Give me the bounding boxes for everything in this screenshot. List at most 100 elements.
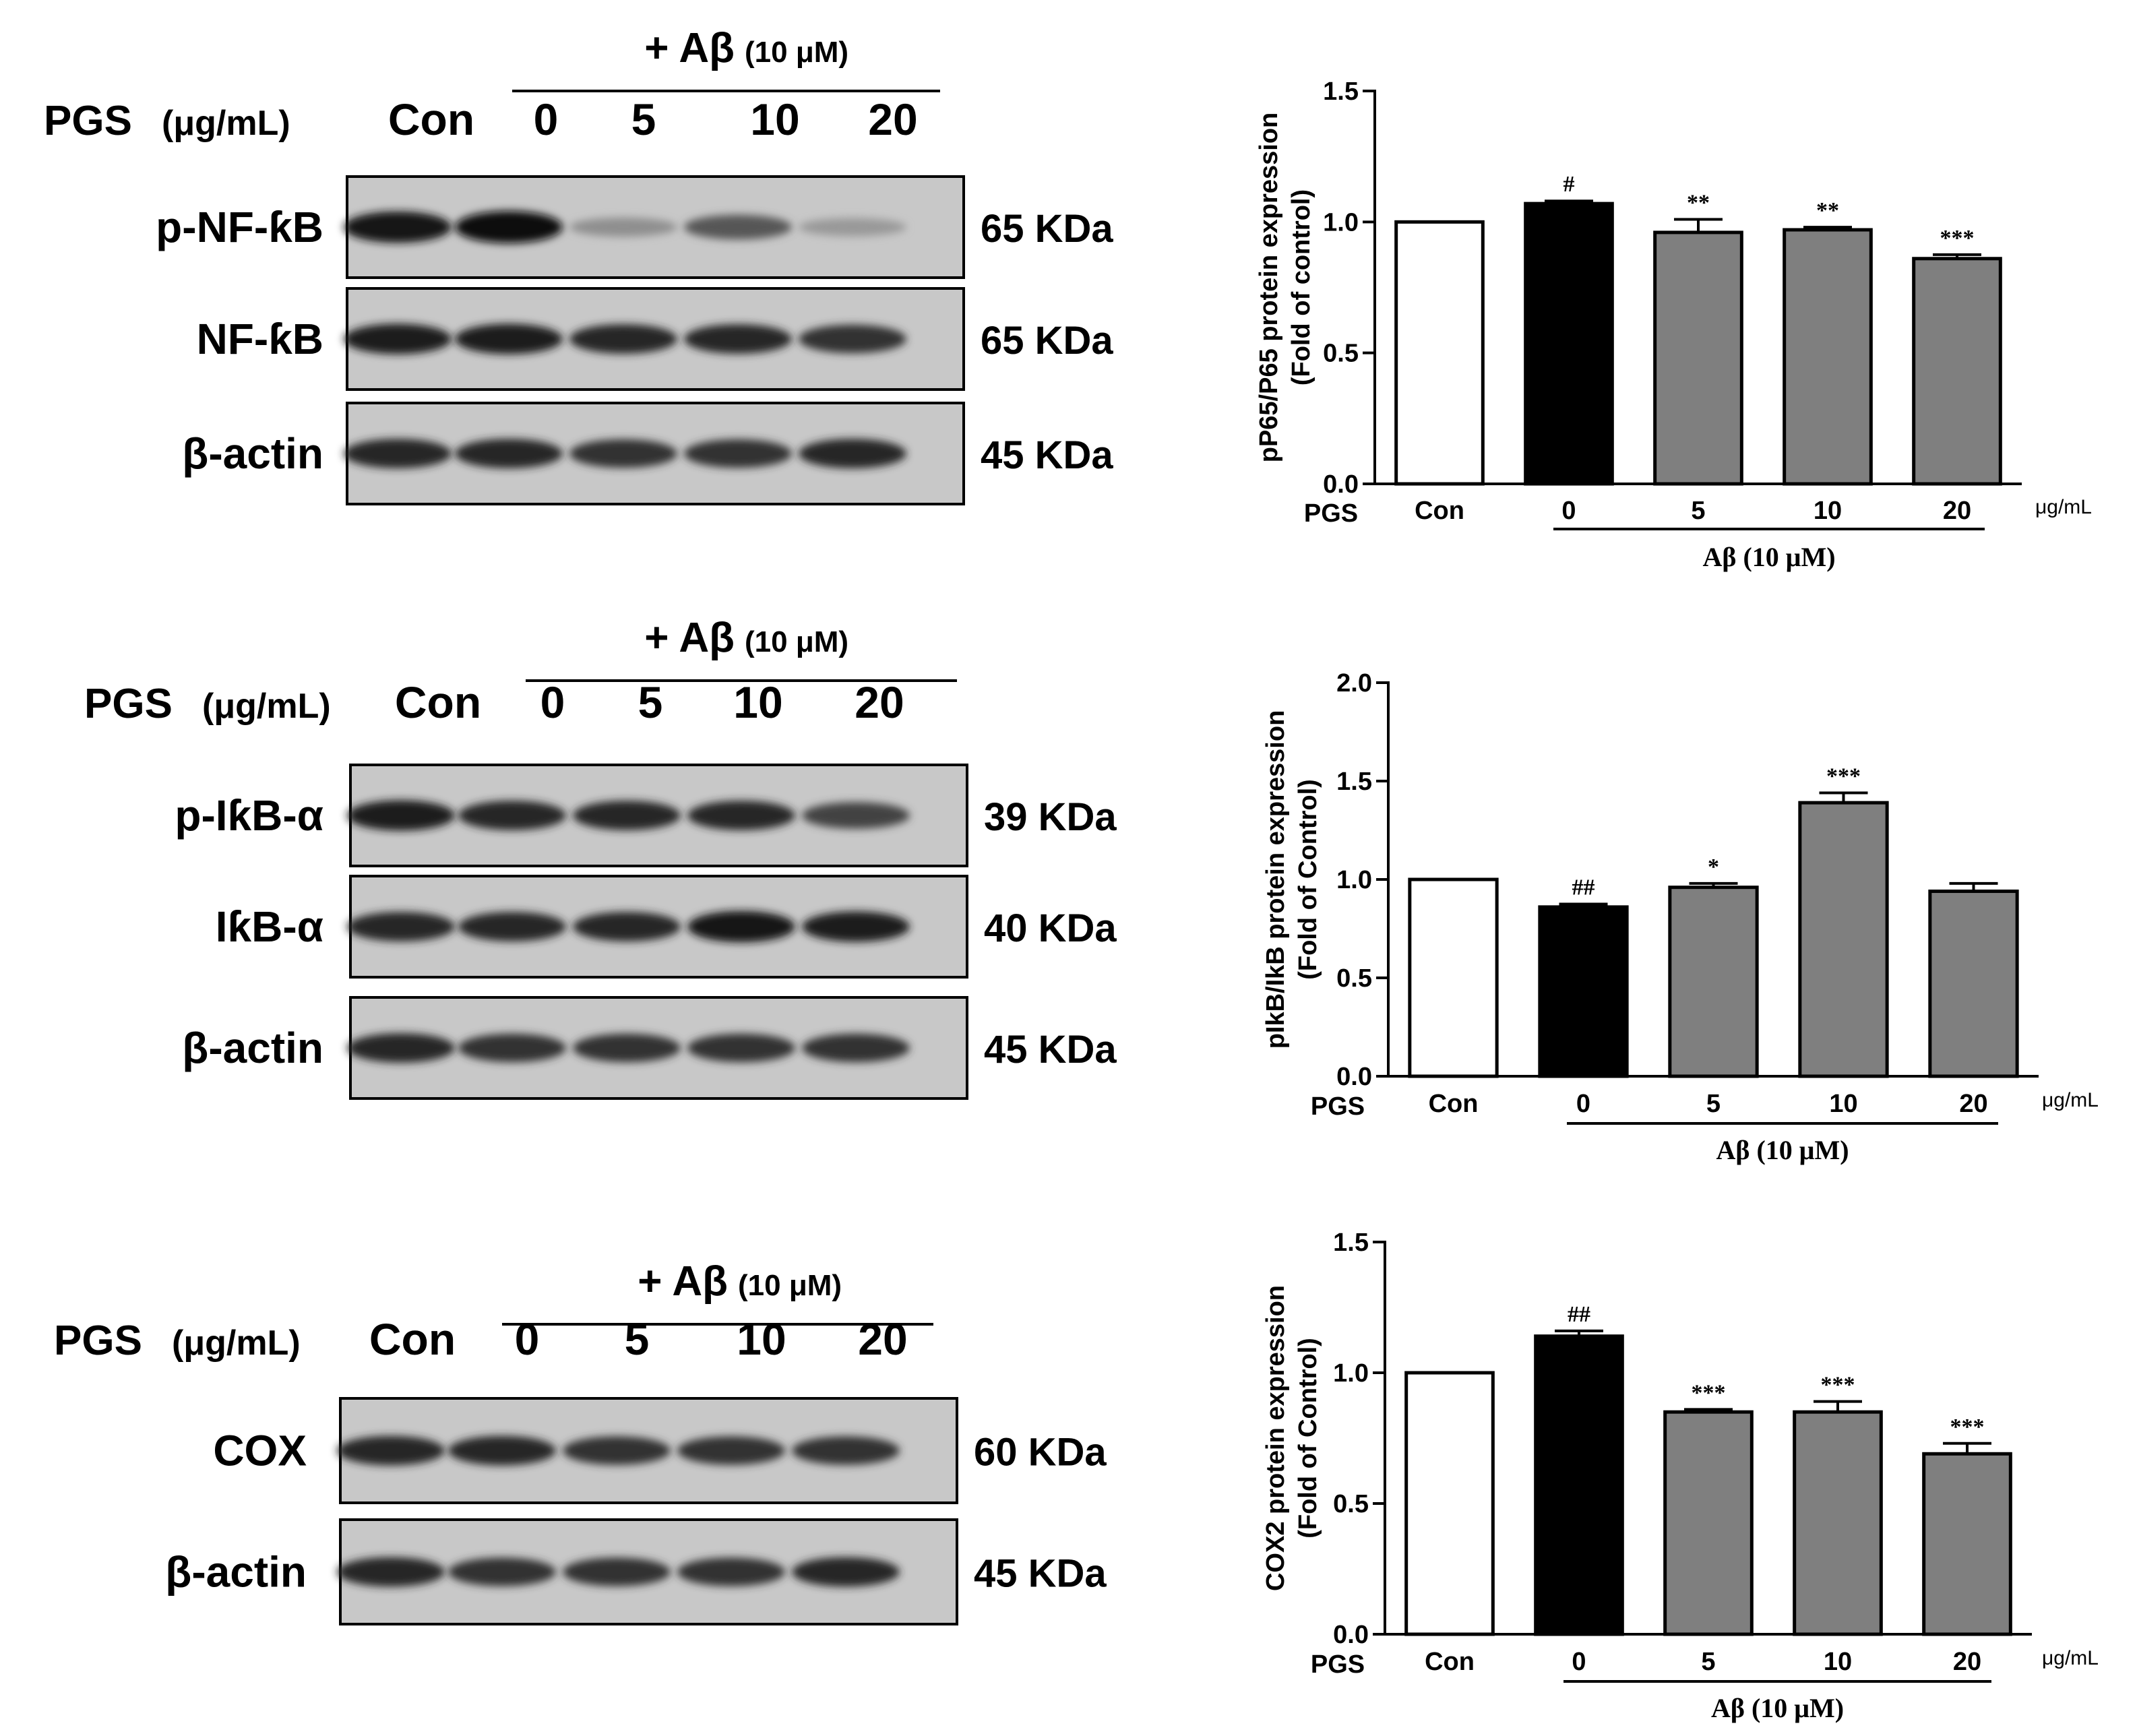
molecular-weight-label: 45 KDa	[981, 433, 1113, 477]
lane-label: 0	[540, 677, 565, 727]
protein-band	[802, 911, 910, 942]
protein-band	[347, 800, 455, 831]
protein-band	[684, 214, 792, 240]
protein-band	[455, 211, 563, 243]
protein-band	[337, 1557, 445, 1587]
bar	[1928, 890, 2019, 1078]
lane-label: 20	[868, 94, 917, 144]
protein-name-label: β-actin	[182, 429, 323, 478]
protein-band	[569, 324, 677, 354]
protein-name-label: p-NF-ƙB	[156, 203, 323, 251]
protein-band	[563, 1436, 671, 1465]
x-tick-label: 5	[1701, 1648, 1715, 1676]
lane-label: 0	[534, 94, 559, 144]
group-label: Aβ (10 μM)	[1716, 1135, 1849, 1165]
lane-label: 0	[515, 1314, 540, 1364]
pgs-unit-label: (μg/mL)	[202, 687, 331, 726]
x-tick-label: 0	[1561, 497, 1576, 525]
significance-marker: ##	[1572, 875, 1595, 900]
significance-marker: ***	[1692, 1380, 1726, 1405]
protein-band	[448, 1557, 556, 1586]
unit-label: μg/mL	[2035, 496, 2092, 518]
bar	[1404, 1371, 1495, 1636]
x-tick-label: 10	[1824, 1648, 1852, 1676]
protein-name-label: β-actin	[165, 1548, 307, 1596]
significance-marker: ***	[1826, 764, 1861, 789]
ab-treatment-label: + Aβ	[644, 25, 735, 71]
molecular-weight-label: 65 KDa	[981, 319, 1113, 363]
group-label: Aβ (10 μM)	[1702, 542, 1835, 572]
bar	[1668, 886, 1759, 1078]
x-row-label: PGS	[1304, 499, 1358, 528]
molecular-weight-label: 45 KDa	[974, 1552, 1107, 1596]
ab-treatment-label: + Aβ	[644, 615, 735, 661]
x-tick-label: 0	[1576, 1090, 1590, 1118]
ab-concentration-label: (10 μM)	[745, 36, 848, 69]
protein-band	[573, 801, 681, 830]
lane-label: 10	[750, 94, 799, 144]
bar	[1912, 257, 2002, 486]
x-tick-label: 5	[1706, 1090, 1721, 1118]
protein-band	[677, 1436, 785, 1465]
protein-band	[802, 1033, 910, 1063]
y-tick-label: 1.0	[1333, 1359, 1369, 1388]
bar-chart: 0.0 0.5 1.0 1.5 COX2 protein expression (Fold…	[1262, 1229, 2099, 1723]
lane-label: 20	[855, 677, 904, 727]
x-tick-label: 10	[1829, 1090, 1857, 1118]
protein-name-label: COX	[213, 1427, 307, 1475]
protein-band	[573, 1033, 681, 1063]
pgs-label: PGS	[54, 1318, 142, 1364]
protein-band	[455, 323, 563, 354]
protein-band	[563, 1557, 671, 1586]
y-tick-label: 1.5	[1333, 1229, 1369, 1257]
significance-marker: **	[1816, 198, 1839, 223]
bar	[1783, 228, 1873, 486]
molecular-weight-label: 60 KDa	[974, 1431, 1107, 1475]
pgs-unit-label: (μg/mL)	[162, 104, 290, 143]
x-tick-label: 0	[1572, 1648, 1586, 1676]
blot-panel: + Aβ (10 μM) PGS (μg/mL) Con 0 5 10 20 p-IƙB-α 39 …	[84, 615, 1117, 1100]
protein-band	[458, 801, 566, 830]
bar	[1653, 230, 1743, 486]
y-tick-label: 0.0	[1323, 470, 1359, 499]
y-tick-label: 0.5	[1323, 340, 1359, 368]
lane-label: 5	[631, 94, 656, 144]
pgs-unit-label: (μg/mL)	[172, 1324, 301, 1363]
y-tick-label: 1.0	[1336, 866, 1372, 894]
significance-marker: ***	[1940, 226, 1975, 251]
protein-band	[448, 1435, 556, 1466]
x-tick-label: Con	[1429, 1090, 1479, 1118]
blot-panel: + Aβ (10 μM) PGS (μg/mL) Con 0 5 10 20 COX 60 KDa β…	[54, 1258, 1107, 1625]
pgs-label: PGS	[84, 681, 173, 727]
protein-band	[458, 1033, 566, 1063]
unit-label: μg/mL	[2042, 1089, 2099, 1111]
protein-band	[799, 439, 906, 468]
protein-band	[799, 218, 906, 237]
protein-band	[569, 217, 677, 237]
protein-band	[677, 1557, 785, 1586]
significance-marker: *	[1708, 855, 1719, 879]
protein-band	[684, 439, 792, 468]
western-blots: + Aβ (10 μM) PGS (μg/mL) Con 0 5 10 20 p-NF-ƙB 65 …	[44, 25, 1117, 1625]
bar	[1793, 1410, 1883, 1636]
protein-name-label: β-actin	[182, 1024, 323, 1072]
protein-band	[344, 211, 452, 243]
x-tick-label: 5	[1691, 497, 1705, 525]
protein-name-label: p-IƙB-α	[175, 791, 323, 840]
lane-label: 5	[638, 677, 663, 727]
y-tick-label: 0.0	[1333, 1621, 1369, 1649]
protein-band	[687, 1033, 795, 1063]
x-tick-label: Con	[1415, 497, 1464, 525]
molecular-weight-label: 40 KDa	[984, 906, 1117, 950]
y-tick-label: 1.5	[1336, 768, 1372, 796]
bar	[1663, 1410, 1754, 1636]
protein-band	[792, 1436, 900, 1465]
protein-band	[344, 323, 452, 354]
lane-label: 20	[858, 1314, 907, 1364]
bar	[1524, 202, 1614, 486]
y-axis-label: pIkB/IkB protein expression	[1262, 710, 1290, 1049]
unit-label: μg/mL	[2042, 1647, 2099, 1669]
protein-band	[573, 912, 681, 941]
